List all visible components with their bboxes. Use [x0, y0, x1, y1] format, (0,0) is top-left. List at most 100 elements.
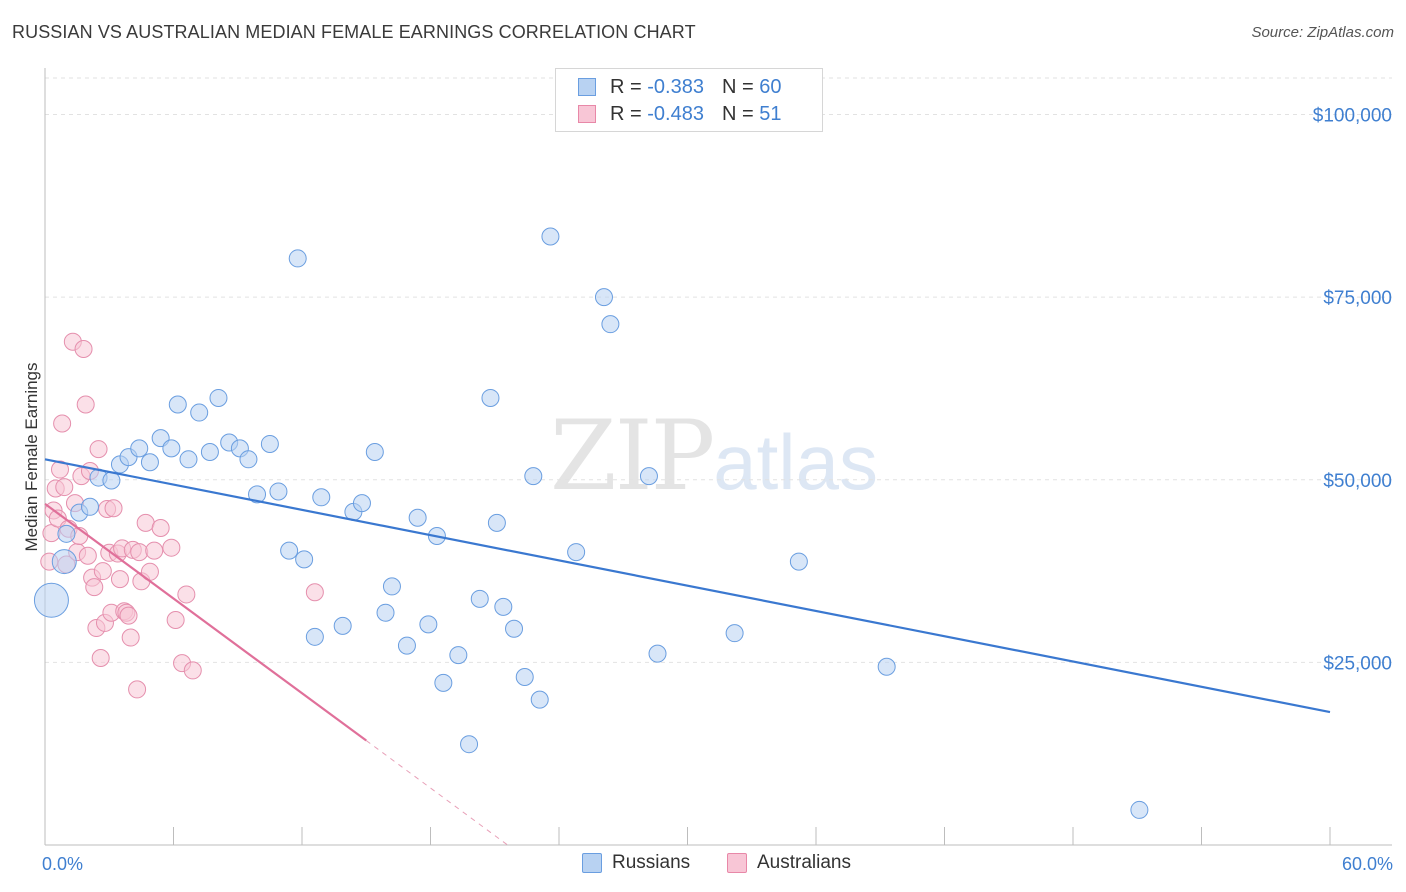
australians-point	[128, 680, 147, 699]
legend-item-australians[interactable]: Australians	[727, 852, 851, 874]
russians-point	[1130, 800, 1149, 819]
russians-point	[280, 541, 299, 560]
russians-point	[397, 636, 416, 655]
russians-point	[57, 524, 76, 543]
australians-point	[93, 562, 112, 581]
x-tick-label: 0.0%	[42, 854, 83, 874]
legend-item-russians[interactable]: Russians	[582, 852, 690, 874]
watermark-atlas: atlas	[713, 418, 878, 506]
y-tick-label: $50,000	[1323, 471, 1392, 492]
russians-point	[260, 434, 279, 453]
russians-point	[449, 646, 468, 665]
russians-point	[248, 485, 267, 504]
australians-point	[76, 395, 95, 414]
russians-point	[295, 550, 314, 569]
y-tick-label: $25,000	[1323, 653, 1392, 674]
russians-point	[190, 403, 209, 422]
australians-n-label: N =	[721, 102, 760, 125]
russians-point	[877, 657, 896, 676]
watermark-zip: ZIP	[550, 400, 715, 512]
australians-point	[121, 628, 140, 647]
australians-point	[183, 661, 202, 680]
australians-trend-extension	[365, 740, 508, 846]
australians-point	[166, 611, 185, 630]
russians-point	[470, 589, 489, 608]
correlation-legend: R = -0.383 N = 60 R = -0.483 N = 51	[555, 68, 823, 132]
australians-point	[162, 538, 181, 557]
russians-point	[789, 552, 808, 571]
russians-point	[725, 624, 744, 643]
russians-point	[515, 667, 534, 686]
russians-point	[481, 388, 500, 407]
russians-point	[524, 467, 543, 486]
russians-point	[505, 619, 524, 638]
russians-point	[382, 577, 401, 596]
australians-point	[110, 570, 129, 589]
australians-r-label: R =	[610, 102, 648, 125]
gridlines	[45, 77, 1392, 663]
russians-point	[434, 673, 453, 692]
australians-point	[55, 478, 74, 497]
russians-point	[601, 315, 620, 334]
russians-point	[376, 603, 395, 622]
russians-point	[305, 627, 324, 646]
russians-point	[352, 494, 371, 513]
x-tick-label: 60.0%	[1342, 854, 1393, 874]
australians-point	[50, 460, 69, 479]
russians-point	[140, 453, 159, 472]
russians-point	[487, 513, 506, 532]
australians-point	[53, 414, 72, 433]
australians-point	[104, 499, 123, 518]
y-tick-label: $100,000	[1313, 106, 1392, 127]
australians-n-value: 51	[759, 102, 782, 125]
russians-point	[460, 735, 479, 754]
russians-n-label: N =	[721, 75, 760, 98]
russians-point	[365, 443, 384, 462]
australians-point	[136, 513, 155, 532]
russians-r-value: -0.383	[647, 75, 704, 98]
legend-row-australians: R = -0.483 N = 51	[578, 102, 781, 126]
russians-point	[209, 388, 228, 407]
australians-point	[119, 606, 138, 625]
australians-point	[78, 546, 97, 565]
russians-r-label: R =	[610, 75, 648, 98]
russians-point	[541, 227, 560, 246]
source-label: Source: ZipAtlas.com	[1251, 24, 1394, 41]
russians-legend-swatch	[582, 853, 602, 873]
tick-labels: $25,000 $50,000 $75,000 $100,000 0.0% 60.0%	[42, 106, 1393, 874]
russians-point	[33, 582, 69, 618]
russians-point	[130, 439, 149, 458]
australians-point	[305, 583, 324, 602]
russians-point	[594, 288, 613, 307]
legend-row-russians: R = -0.383 N = 60	[578, 75, 781, 99]
regression-lines	[44, 458, 1331, 846]
russians-point	[639, 467, 658, 486]
russians-point	[494, 597, 513, 616]
russians-point	[51, 549, 77, 575]
australians-points	[40, 332, 324, 699]
russians-point	[312, 488, 331, 507]
russians-point	[239, 450, 258, 469]
australians-point	[151, 518, 170, 537]
y-axis-title: Median Female Earnings	[22, 363, 41, 552]
australians-point	[85, 578, 104, 597]
watermark: ZIPatlas	[550, 400, 878, 512]
australians-point	[130, 543, 149, 562]
russians-point	[648, 644, 667, 663]
australians-legend-swatch	[727, 853, 747, 873]
australians-legend-label: Australians	[757, 852, 851, 873]
russians-n-value: 60	[759, 75, 782, 98]
russians-point	[408, 508, 427, 527]
chart-title: RUSSIAN VS AUSTRALIAN MEDIAN FEMALE EARN…	[12, 22, 696, 42]
russians-point	[333, 616, 352, 635]
australians-r-value: -0.483	[647, 102, 704, 125]
russians-point	[288, 249, 307, 268]
y-tick-label: $75,000	[1323, 288, 1392, 309]
axes	[44, 68, 1392, 846]
russians-point	[200, 443, 219, 462]
russians-point	[80, 497, 99, 516]
australians-point	[177, 585, 196, 604]
australians-point	[89, 440, 108, 459]
russians-point	[567, 543, 586, 562]
